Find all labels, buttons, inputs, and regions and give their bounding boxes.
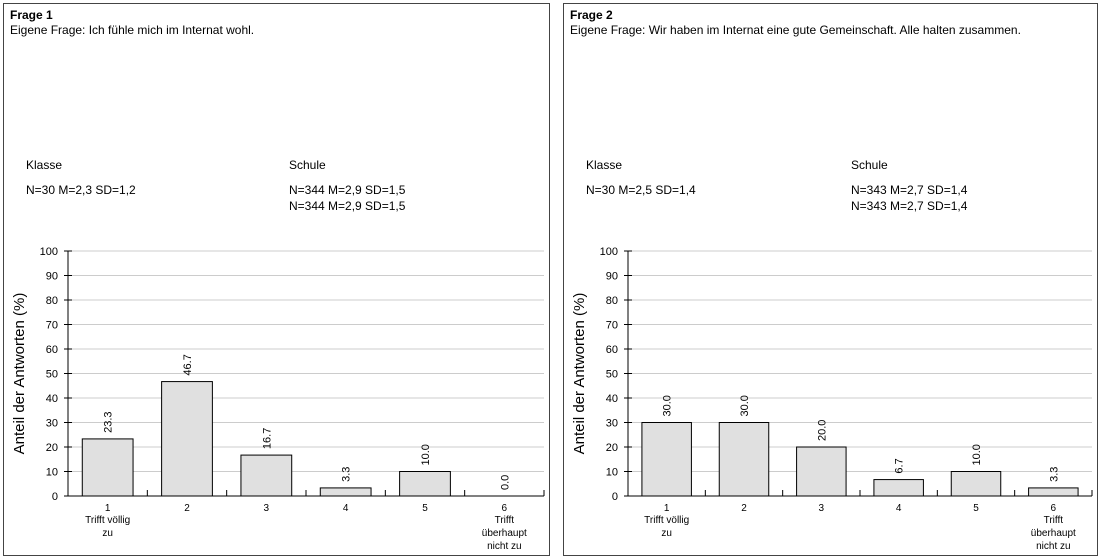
x-tick-label: 4 — [343, 503, 349, 514]
schule-label: Schule — [851, 158, 888, 172]
y-tick-label: 100 — [600, 246, 618, 258]
question-panel-2: Frage 2 Eigene Frage: Wir haben im Inter… — [563, 3, 1098, 556]
bar — [718, 422, 770, 497]
x-tick-label: 1 — [664, 503, 670, 514]
question-panel-1: Frage 1 Eigene Frage: Ich fühle mich im … — [3, 3, 550, 556]
x-tick-sublabel: überhaupt — [482, 528, 527, 539]
schule-stat-1: N=344 M=2,9 SD=1,5 — [289, 183, 406, 197]
x-tick-label: 5 — [422, 503, 428, 514]
question-text: Eigene Frage: Ich fühle mich im Internat… — [10, 23, 255, 37]
y-tick-label: 70 — [606, 320, 618, 332]
y-axis-label: Anteil der Antworten (%) — [571, 293, 588, 455]
y-axis-label: Anteil der Antworten (%) — [11, 293, 28, 455]
value-label: 46.7 — [182, 354, 194, 375]
question-title: Frage 1 — [10, 8, 53, 22]
y-tick-label: 0 — [52, 491, 58, 503]
y-tick-label: 30 — [46, 418, 58, 430]
bar-chart-1: 0 10 20 30 40 50 60 70 80 90 100 Anteil der Antwort… — [11, 246, 545, 552]
bar — [240, 454, 293, 497]
y-tick-label: 50 — [606, 369, 618, 381]
x-tick-label: 3 — [819, 503, 825, 514]
y-tick-label: 60 — [606, 344, 618, 356]
schule-stat-1: N=343 M=2,7 SD=1,4 — [851, 183, 968, 197]
question-title: Frage 2 — [570, 8, 613, 22]
bar — [873, 479, 924, 497]
bar — [319, 487, 372, 497]
x-tick-label: 3 — [264, 503, 270, 514]
bar — [950, 471, 1002, 497]
klasse-label: Klasse — [26, 158, 63, 172]
question-text: Eigene Frage: Wir haben im Internat eine… — [570, 23, 1021, 37]
value-label: 3.3 — [1048, 467, 1060, 482]
y-tick-label: 60 — [46, 344, 58, 356]
x-tick-sublabel: Trifft — [1044, 515, 1064, 526]
bar — [641, 422, 692, 497]
value-label: 20.0 — [816, 420, 828, 441]
value-label: 6.7 — [894, 458, 906, 473]
schule-stat-2: N=344 M=2,9 SD=1,5 — [289, 199, 406, 213]
y-tick-label: 80 — [46, 295, 58, 307]
schule-stat-2: N=343 M=2,7 SD=1,4 — [851, 199, 968, 213]
y-tick-label: 40 — [46, 393, 58, 405]
x-tick-label: 6 — [502, 503, 508, 514]
value-label: 10.0 — [971, 444, 983, 465]
value-label: 3.3 — [341, 467, 353, 482]
y-tick-label: 10 — [606, 467, 618, 479]
bar-chart-2: 0 10 20 30 40 50 60 70 80 90 100 Anteil der Antwort… — [571, 246, 1093, 552]
klasse-stat: N=30 M=2,5 SD=1,4 — [586, 183, 696, 197]
x-tick-sublabel: Trifft völlig — [644, 515, 689, 526]
value-label: 16.7 — [261, 428, 273, 449]
x-tick-label: 1 — [105, 503, 111, 514]
y-tick-label: 100 — [40, 246, 58, 258]
y-tick-label: 50 — [46, 369, 58, 381]
klasse-label: Klasse — [586, 158, 623, 172]
y-tick-label: 40 — [606, 393, 618, 405]
x-tick-sublabel: Trifft — [495, 515, 515, 526]
bar — [81, 438, 134, 497]
x-tick-sublabel: Trifft völlig — [85, 515, 130, 526]
klasse-stat: N=30 M=2,3 SD=1,2 — [26, 183, 136, 197]
value-label: 30.0 — [739, 395, 751, 416]
bar — [399, 471, 451, 497]
x-tick-label: 5 — [973, 503, 979, 514]
bar — [796, 446, 847, 497]
y-tick-label: 90 — [46, 271, 58, 283]
y-tick-label: 70 — [46, 320, 58, 332]
x-tick-label: 2 — [184, 503, 190, 514]
bar — [161, 381, 213, 497]
x-tick-label: 2 — [741, 503, 747, 514]
schule-label: Schule — [289, 158, 326, 172]
y-tick-label: 30 — [606, 418, 618, 430]
y-tick-label: 90 — [606, 271, 618, 283]
y-tick-label: 0 — [612, 491, 618, 503]
bar — [1028, 487, 1079, 497]
x-tick-label: 4 — [896, 503, 902, 514]
x-tick-sublabel: nicht zu — [487, 541, 521, 552]
y-tick-label: 20 — [46, 442, 58, 454]
x-tick-sublabel: zu — [661, 528, 672, 539]
x-tick-label: 6 — [1051, 503, 1057, 514]
y-tick-label: 20 — [606, 442, 618, 454]
value-label: 10.0 — [420, 444, 432, 465]
value-label: 0.0 — [499, 475, 511, 490]
value-label: 23.3 — [103, 411, 115, 432]
value-label: 30.0 — [662, 395, 674, 416]
y-tick-label: 80 — [606, 295, 618, 307]
x-tick-sublabel: zu — [102, 528, 113, 539]
x-tick-sublabel: überhaupt — [1031, 528, 1076, 539]
y-tick-label: 10 — [46, 467, 58, 479]
x-tick-sublabel: nicht zu — [1036, 541, 1070, 552]
